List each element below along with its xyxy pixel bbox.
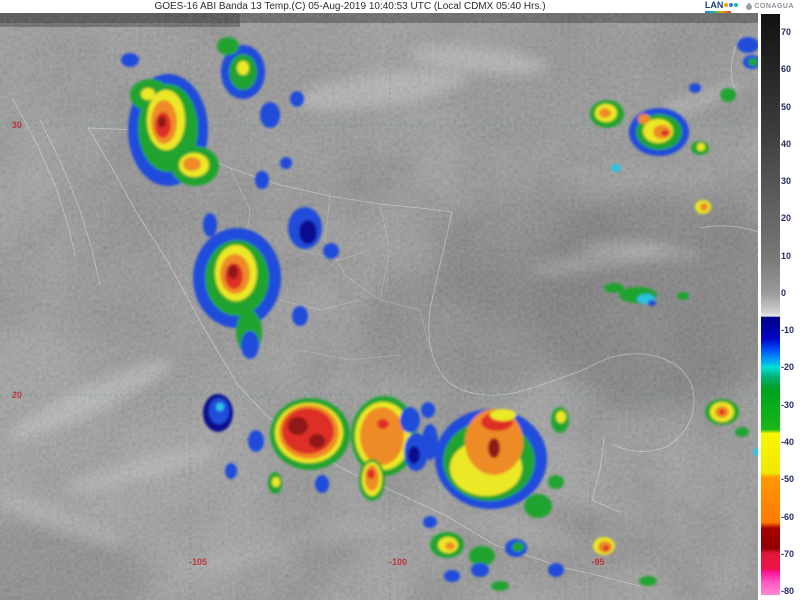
graticule-label: 30 — [12, 120, 22, 130]
lanot-dot-icon — [729, 3, 734, 7]
colorbar-tick: 20 — [781, 213, 792, 224]
colorbar-tick: 60 — [781, 64, 792, 75]
colorbar-panel: 70 60 50 40 30 20 10 0 -10 -20 -30 -40 -50 -60 -70 -80 — [758, 0, 800, 600]
lanot-logo-strip — [704, 10, 731, 13]
colorbar-tick: -60 — [781, 511, 795, 522]
colorbar-tick: -80 — [781, 586, 795, 597]
image-title: GOES-16 ABI Banda 13 Temp.(C) 05-Aug-201… — [154, 1, 546, 12]
colorbar-tick: 0 — [781, 287, 787, 298]
graticule-label: -95 — [591, 557, 604, 567]
colorbar-tick: -20 — [781, 362, 795, 373]
temperature-colorbar — [761, 14, 780, 595]
conagua-logo-text: CONAGUA — [754, 3, 794, 10]
colorbar-tick: -10 — [781, 325, 795, 336]
graticule-label: -100 — [389, 557, 407, 567]
colorbar-tick: -50 — [781, 474, 795, 485]
header-bar: GOES-16 ABI Banda 13 Temp.(C) 05-Aug-201… — [0, 0, 800, 13]
graticule-label: -105 — [189, 557, 207, 567]
conagua-logo: CONAGUA — [745, 2, 794, 11]
coordinate-labels: 30 20 -105 -100 -95 — [12, 120, 605, 567]
graticule-lines — [0, 13, 758, 600]
logo-area: LAN CONAGUA — [704, 0, 794, 13]
graticule-label: 20 — [12, 390, 22, 400]
storm-overlay — [121, 37, 761, 591]
colorbar-tick: 70 — [781, 27, 792, 37]
colorbar-tick: 10 — [781, 250, 792, 261]
colorbar-tick: 30 — [781, 176, 792, 187]
lanot-logo: LAN — [704, 0, 739, 13]
water-drop-icon — [745, 2, 754, 11]
colorbar-tick: -40 — [781, 436, 795, 447]
colorbar-tick: -30 — [781, 399, 795, 410]
lanot-dot-icon — [724, 3, 729, 7]
colorbar-tick: 40 — [781, 138, 792, 149]
colorbar-tick: -70 — [781, 548, 795, 559]
lanot-dot-icon — [734, 3, 739, 7]
colorbar-tick: 50 — [781, 101, 792, 112]
lanot-logo-text: LAN — [704, 0, 724, 10]
